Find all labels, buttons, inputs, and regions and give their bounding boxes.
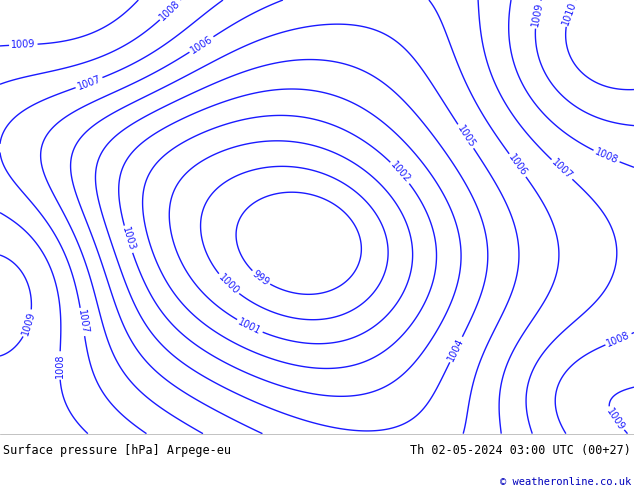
Text: © weatheronline.co.uk: © weatheronline.co.uk	[500, 477, 631, 487]
Text: 1004: 1004	[446, 336, 466, 363]
Text: 1000: 1000	[216, 272, 241, 296]
Text: 1009: 1009	[20, 310, 37, 337]
Text: 1006: 1006	[507, 152, 529, 178]
Text: 1007: 1007	[75, 309, 89, 335]
Text: 1008: 1008	[158, 0, 183, 22]
Text: 1003: 1003	[120, 226, 136, 252]
Text: 1009: 1009	[11, 39, 36, 50]
Text: Th 02-05-2024 03:00 UTC (00+27): Th 02-05-2024 03:00 UTC (00+27)	[410, 444, 631, 457]
Text: Surface pressure [hPa] Arpege-eu: Surface pressure [hPa] Arpege-eu	[3, 444, 231, 457]
Text: 1009: 1009	[604, 406, 626, 432]
Text: 1009: 1009	[530, 1, 545, 27]
Text: 1005: 1005	[455, 123, 477, 149]
Text: 1001: 1001	[236, 317, 263, 336]
Text: 1010: 1010	[561, 0, 579, 26]
Text: 1008: 1008	[605, 330, 631, 349]
Text: 1007: 1007	[76, 74, 102, 92]
Text: 999: 999	[250, 269, 271, 288]
Text: 1008: 1008	[55, 353, 65, 378]
Text: 1002: 1002	[388, 160, 412, 185]
Text: 1006: 1006	[188, 34, 214, 55]
Text: 1008: 1008	[593, 147, 619, 166]
Text: 1007: 1007	[550, 157, 574, 182]
